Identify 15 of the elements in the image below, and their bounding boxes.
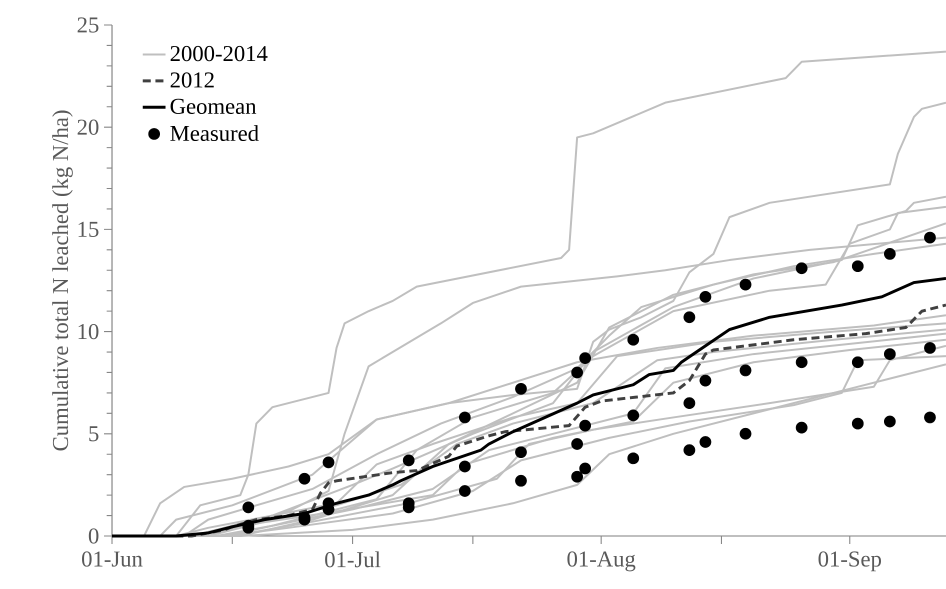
y-tick-label: 15 xyxy=(78,222,98,237)
y-tick-label: 5 xyxy=(89,426,98,442)
x-tick-label: 01-Aug xyxy=(567,551,636,572)
legend-label: 2000-2014 xyxy=(170,46,268,62)
x-tick-label: 01-Jul xyxy=(325,551,380,568)
legend-label: 2012 xyxy=(170,72,214,88)
legend-label: Geomean xyxy=(170,98,256,114)
y-tick-label: 25 xyxy=(78,17,98,33)
legend-label: Measured xyxy=(170,125,259,142)
x-tick-label: 01-Jun xyxy=(82,551,143,567)
x-tick-label: 01-Sep xyxy=(818,551,881,572)
y-axis-title: Cumulative total N leached (kg N/ha) xyxy=(52,110,73,450)
y-tick-label: 20 xyxy=(78,120,98,135)
y-tick-label: 0 xyxy=(88,528,98,544)
y-tick-label: 10 xyxy=(78,324,98,340)
